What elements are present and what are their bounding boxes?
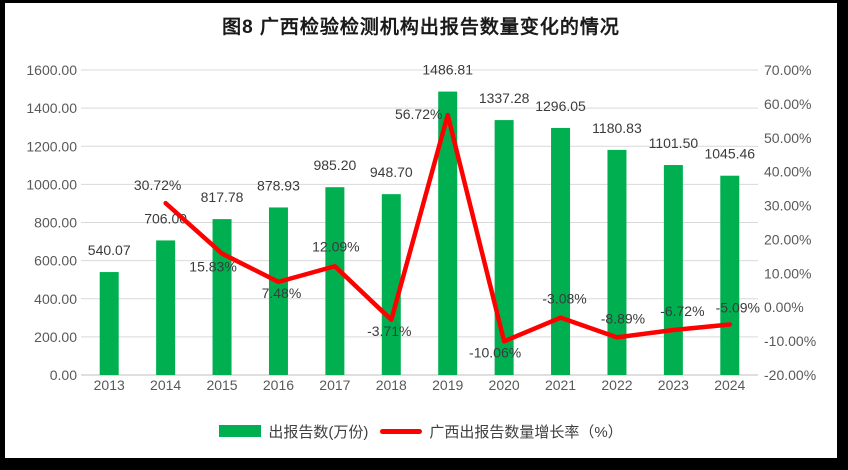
growth-point-label: -10.06%: [469, 344, 521, 360]
bar-value-label: 1101.50: [649, 135, 699, 151]
left-axis-tick-label: 1200.00: [26, 138, 77, 154]
legend: 出报告数(万份) 广西出报告数量增长率（%）: [5, 421, 837, 442]
year-label: 2015: [206, 377, 237, 393]
growth-point-label: -8.89%: [601, 310, 645, 326]
bar: [494, 120, 514, 376]
year-label: 2024: [714, 377, 745, 393]
bar-value-label: 1296.05: [535, 98, 586, 114]
growth-point-label: -3.71%: [367, 323, 411, 339]
bar-value-label: 1337.28: [479, 90, 530, 106]
bar-value-label: 878.93: [257, 177, 300, 193]
year-label: 2023: [658, 377, 689, 393]
growth-point-label: 15.83%: [189, 259, 236, 275]
year-label: 2013: [94, 377, 125, 393]
bar: [663, 165, 683, 375]
left-axis-tick-label: 200.00: [34, 329, 77, 345]
bar: [438, 91, 458, 375]
growth-line: [163, 112, 733, 344]
left-axis-tick-label: 1600.00: [26, 62, 77, 78]
year-label: 2018: [376, 377, 407, 393]
left-axis-tick-label: 0.00: [50, 367, 77, 383]
bar-value-label: 1486.81: [422, 62, 473, 78]
growth-point-label: -6.72%: [660, 303, 704, 319]
right-axis-tick-label: -10.00%: [764, 333, 816, 349]
growth-point-label: -3.08%: [542, 291, 586, 307]
bar: [551, 127, 571, 376]
right-axis-tick-label: 50.00%: [764, 130, 811, 146]
bar-value-label: 1180.83: [592, 120, 642, 136]
bar: [99, 272, 119, 375]
right-axis-tick-label: 30.00%: [764, 198, 811, 214]
chart-svg: 0.00 200.00 400.00 600.00 800.00 1000.00 1200.…: [26, 62, 816, 393]
year-label: 2022: [601, 377, 632, 393]
bar-value-label: 540.07: [88, 242, 131, 258]
legend-label-growth-rate: 广西出报告数量增长率（%）: [429, 423, 623, 441]
right-axis-tick-label: 10.00%: [764, 265, 811, 281]
right-axis-tick-label: -20.00%: [764, 367, 816, 383]
year-label: 2014: [150, 377, 181, 393]
right-axis-tick-label: 20.00%: [764, 231, 811, 247]
right-axis-tick-label: 0.00%: [764, 299, 804, 315]
bar: [720, 175, 740, 375]
bar-value-label: 948.70: [370, 164, 413, 180]
bar: [268, 207, 288, 375]
year-label: 2019: [432, 377, 463, 393]
left-axis-tick-label: 600.00: [34, 253, 77, 269]
bar-value-label: 817.78: [201, 189, 244, 205]
line-series-swatch-icon: [380, 428, 423, 434]
legend-item-growth-rate: 广西出报告数量增长率（%）: [380, 421, 623, 442]
bar-value-label: 1045.46: [704, 146, 755, 162]
left-axis-tick-label: 400.00: [34, 291, 77, 307]
year-label: 2020: [489, 377, 520, 393]
growth-point-label: -5.09%: [716, 299, 760, 315]
left-axis-tick-label: 1400.00: [26, 100, 77, 116]
year-label: 2016: [263, 377, 294, 393]
bar: [325, 187, 345, 375]
chart-title: 图8 广西检验检测机构出报告数量变化的情况: [222, 17, 620, 38]
bar: [212, 219, 232, 375]
left-axis-tick-label: 1000.00: [26, 176, 77, 192]
growth-point-label: 7.48%: [262, 285, 302, 301]
legend-item-reports: 出报告数(万份): [219, 421, 368, 442]
year-label: 2021: [545, 377, 576, 393]
bar-series-swatch-icon: [219, 425, 262, 437]
legend-label-reports: 出报告数(万份): [268, 423, 369, 441]
right-axis-tick-label: 40.00%: [764, 164, 811, 180]
left-axis-tick-label: 800.00: [34, 215, 77, 231]
bar: [156, 240, 176, 375]
right-axis-tick-label: 60.00%: [764, 96, 811, 112]
bar: [381, 194, 401, 375]
growth-point-label: 56.72%: [395, 106, 442, 122]
bar-value-label: 985.20: [313, 157, 356, 173]
growth-point-label: 12.09%: [312, 238, 359, 254]
growth-point-label: 30.72%: [134, 177, 181, 193]
right-axis-tick-label: 70.00%: [764, 62, 811, 78]
bar: [607, 149, 627, 375]
year-label: 2017: [319, 377, 350, 393]
